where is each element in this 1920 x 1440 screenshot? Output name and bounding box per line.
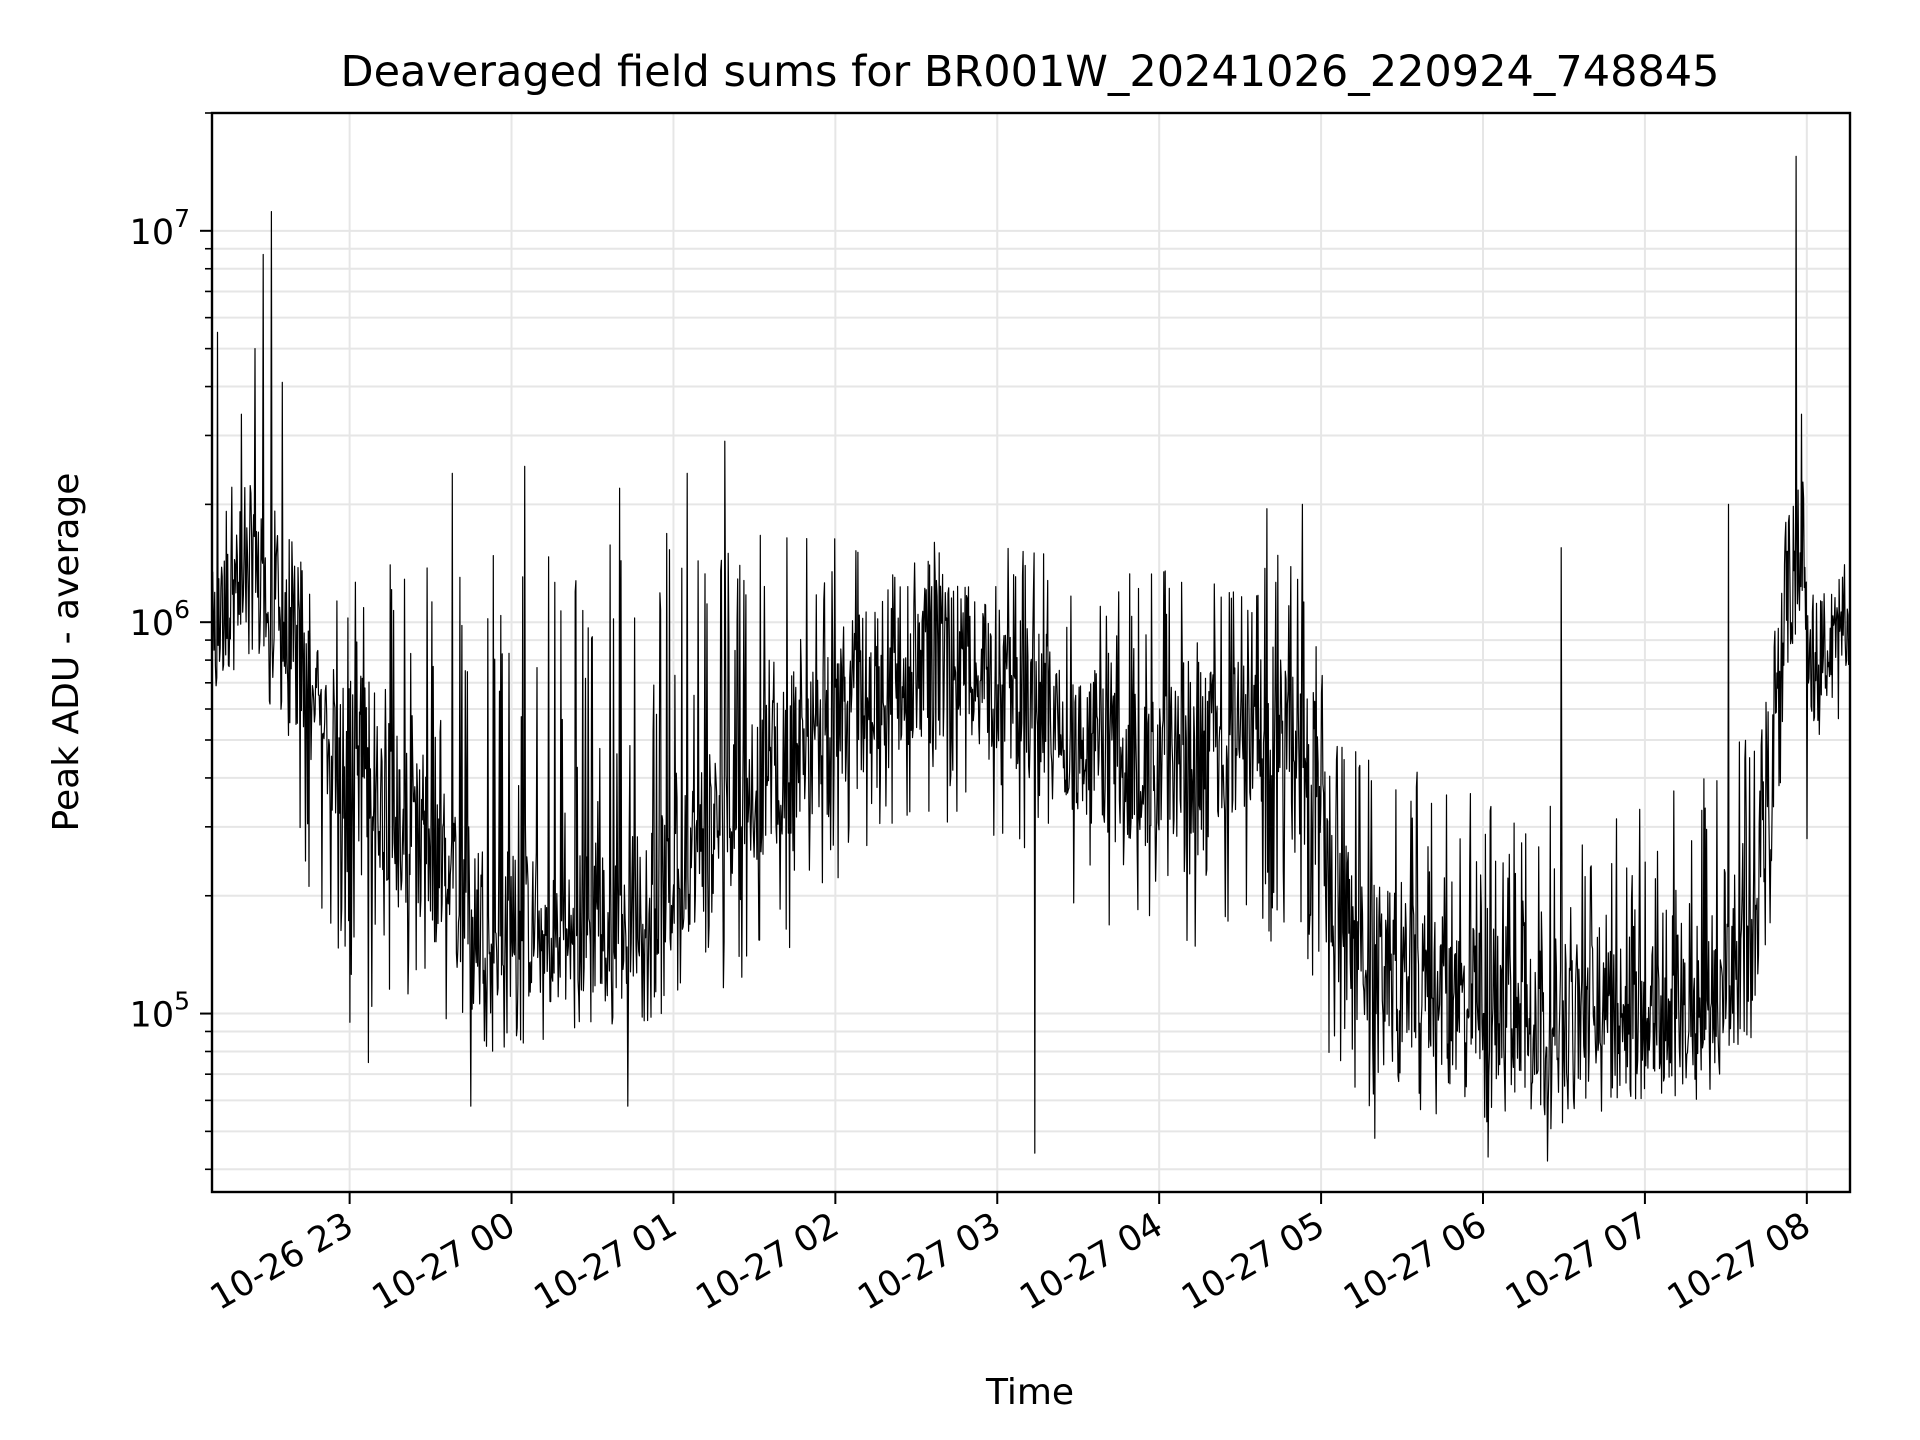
x-tick-label: 10-27 01 — [528, 1205, 684, 1318]
x-tick-label: 10-27 00 — [366, 1205, 522, 1318]
chart-title: Deaveraged field sums for BR001W_2024102… — [340, 47, 1719, 97]
y-tick-label: 106 — [130, 595, 190, 644]
x-tick-label: 10-27 07 — [1499, 1205, 1655, 1318]
data-series — [211, 155, 1851, 1162]
y-axis: 105 106 107 — [130, 112, 212, 1171]
series-line — [211, 155, 1851, 1162]
y-tick-label: 105 — [130, 987, 190, 1036]
x-tick-label: 10-27 02 — [690, 1205, 846, 1318]
x-tick-label: 10-26 23 — [204, 1205, 360, 1318]
x-axis-label: Time — [985, 1372, 1074, 1413]
x-axis: 10-26 23 10-27 00 10-27 01 10-27 02 10-27 03… — [204, 1192, 1817, 1318]
x-tick-label: 10-27 08 — [1661, 1205, 1817, 1318]
x-tick-label: 10-27 06 — [1337, 1205, 1493, 1318]
y-tick-label: 107 — [130, 204, 190, 253]
x-tick-label: 10-27 03 — [851, 1205, 1007, 1318]
x-tick-label: 10-27 05 — [1175, 1205, 1331, 1318]
plot-frame — [210, 111, 1852, 1194]
y-axis-label: Peak ADU - average — [46, 473, 87, 832]
x-tick-label: 10-27 04 — [1013, 1205, 1169, 1318]
